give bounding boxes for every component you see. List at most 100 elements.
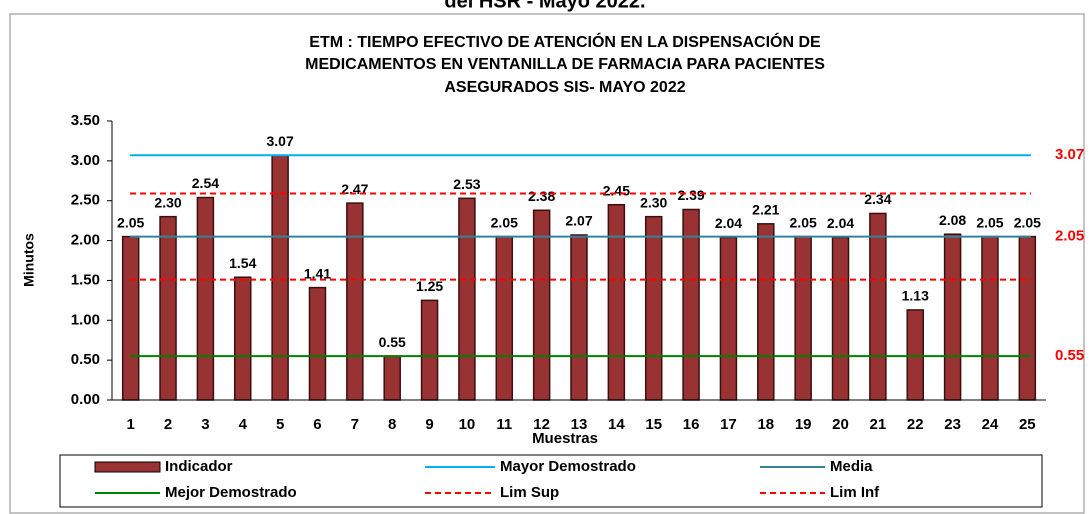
- x-tick-label: 18: [757, 416, 774, 433]
- legend: [59, 454, 1043, 508]
- x-tick-label: 9: [425, 416, 433, 433]
- data-label: 2.05: [1014, 214, 1041, 230]
- data-label: 2.04: [715, 215, 742, 231]
- x-tick-label: 25: [1019, 416, 1036, 433]
- x-tick-label: 17: [720, 416, 737, 433]
- x-tick-label: 6: [313, 416, 321, 433]
- reference-label: 3.07: [1055, 146, 1084, 163]
- bar: [271, 154, 289, 401]
- bar: [831, 236, 850, 401]
- x-tick-label: 21: [870, 416, 887, 433]
- bar: [981, 235, 999, 401]
- x-tick-label: 23: [944, 416, 961, 433]
- legend-swatch: [94, 461, 161, 473]
- y-tick-label: 0.00: [71, 391, 100, 408]
- bar: [420, 299, 439, 401]
- legend-label: Mejor Demostrado: [165, 484, 297, 501]
- x-tick-label: 10: [459, 416, 476, 433]
- y-tick-label: 3.00: [71, 152, 100, 169]
- bar: [570, 234, 588, 401]
- chart-frame: [9, 13, 1085, 514]
- data-label: 2.38: [528, 188, 555, 204]
- data-label: 2.05: [117, 214, 144, 230]
- data-label: 2.05: [790, 214, 817, 230]
- x-tick-label: 19: [795, 416, 812, 433]
- x-tick-label: 7: [351, 416, 359, 433]
- data-label: 2.07: [565, 213, 592, 229]
- data-label: 2.53: [453, 176, 480, 192]
- x-tick-label: 22: [907, 416, 924, 433]
- bar: [644, 215, 663, 401]
- chart-title: ASEGURADOS SIS- MAYO 2022: [444, 79, 685, 96]
- data-label: 1.54: [229, 255, 256, 271]
- y-tick-label: 1.00: [71, 311, 100, 328]
- data-label: 3.07: [266, 133, 293, 149]
- data-label: 2.54: [192, 175, 219, 191]
- data-label: 2.39: [677, 187, 704, 203]
- x-tick-label: 20: [832, 416, 849, 433]
- x-tick-label: 8: [388, 416, 396, 433]
- bar: [607, 203, 626, 401]
- y-tick-label: 3.50: [71, 112, 100, 129]
- data-label: 1.41: [304, 265, 331, 281]
- legend-label: Mayor Demostrado: [500, 458, 636, 475]
- bar: [234, 276, 252, 401]
- data-label: 0.55: [379, 334, 406, 350]
- y-tick-label: 2.50: [71, 192, 100, 209]
- legend-label: Lim Inf: [830, 484, 880, 501]
- x-tick-label: 12: [533, 416, 550, 433]
- x-tick-label: 13: [571, 416, 588, 433]
- y-tick-label: 2.00: [71, 232, 100, 249]
- bar: [196, 196, 215, 401]
- data-label: 2.04: [827, 215, 854, 231]
- bar: [719, 236, 738, 401]
- y-tick-label: 0.50: [71, 351, 100, 368]
- bar: [308, 286, 327, 401]
- data-label: 2.45: [603, 182, 630, 198]
- legend-label: Lim Sup: [500, 484, 559, 501]
- bar: [1018, 235, 1037, 401]
- bar: [121, 235, 140, 401]
- x-tick-label: 14: [608, 416, 625, 433]
- x-tick-label: 2: [164, 416, 172, 433]
- data-label: 2.34: [864, 191, 891, 207]
- bar: [794, 235, 812, 401]
- page-header: del HSR - Mayo 2022.: [444, 0, 645, 12]
- data-label: 1.13: [902, 288, 929, 304]
- data-label: 2.30: [640, 194, 667, 210]
- bar: [757, 223, 775, 401]
- x-tick-label: 4: [239, 416, 248, 433]
- x-tick-label: 3: [201, 416, 209, 433]
- x-tick-label: 24: [982, 416, 999, 433]
- chart-title: MEDICAMENTOS EN VENTANILLA DE FARMACIA P…: [305, 56, 825, 73]
- bar: [906, 309, 924, 401]
- bar: [943, 233, 962, 401]
- bar: [532, 209, 551, 401]
- data-label: 2.21: [752, 202, 779, 218]
- x-tick-label: 15: [645, 416, 662, 433]
- data-label: 2.30: [154, 194, 181, 210]
- x-axis-label: Muestras: [532, 430, 598, 447]
- chart-title: ETM : TIEMPO EFECTIVO DE ATENCIÓN EN LA …: [309, 32, 821, 51]
- data-label: 2.05: [976, 214, 1003, 230]
- bar: [346, 202, 364, 401]
- bar: [159, 215, 177, 401]
- x-tick-label: 16: [683, 416, 700, 433]
- x-tick-label: 5: [276, 416, 284, 433]
- legend-label: Media: [830, 458, 873, 475]
- bar: [458, 197, 476, 401]
- bar: [383, 355, 401, 401]
- bar: [682, 208, 700, 401]
- reference-label: 0.55: [1055, 347, 1084, 364]
- data-label: 1.25: [416, 278, 443, 294]
- bar: [869, 212, 887, 401]
- y-axis-label: Minutos: [21, 233, 37, 287]
- x-tick-label: 11: [496, 416, 512, 433]
- legend-label: Indicador: [165, 458, 233, 475]
- data-label: 2.08: [939, 212, 966, 228]
- bar: [495, 235, 514, 401]
- reference-label: 2.05: [1055, 228, 1084, 245]
- data-label: 2.05: [491, 214, 518, 230]
- x-tick-label: 1: [127, 416, 135, 433]
